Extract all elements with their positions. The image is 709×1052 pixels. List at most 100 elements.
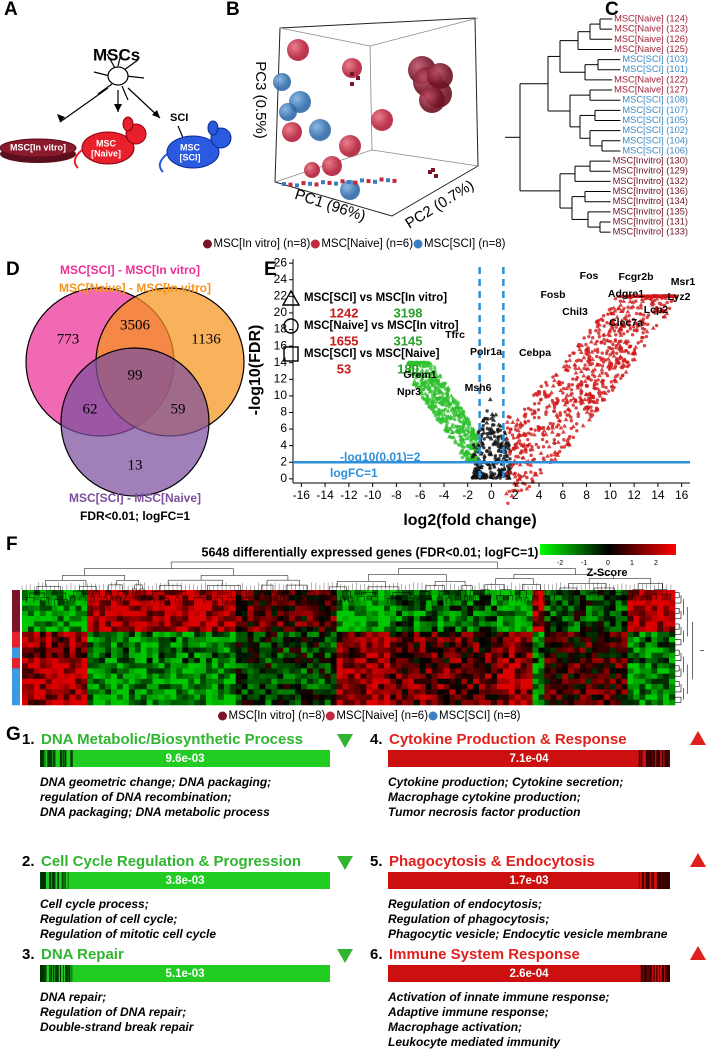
heatmap-cell	[253, 621, 260, 627]
heatmap-cell	[443, 678, 450, 685]
volcano-point	[461, 421, 466, 426]
heatmap-cell	[22, 600, 29, 606]
heatmap-cell	[342, 595, 349, 601]
heatmap-cell	[22, 663, 29, 669]
heatmap-cell	[253, 626, 260, 633]
heatmap-cell	[152, 694, 159, 701]
heatmap-cell	[443, 616, 450, 622]
heatmap-cell	[140, 652, 147, 659]
volcano-point	[599, 341, 603, 345]
heatmap-cell	[574, 673, 581, 680]
heatmap-cell	[87, 642, 94, 648]
heatmap-cell	[443, 673, 450, 680]
heatmap-cell	[182, 673, 189, 680]
volcano-point	[419, 367, 425, 372]
heatmap-cell	[146, 678, 153, 685]
heatmap-cell	[301, 668, 308, 674]
pca-square	[350, 72, 354, 76]
heatmap-cell	[597, 699, 605, 706]
heatmap-cell	[140, 616, 147, 622]
heatmap-cell	[425, 616, 432, 622]
heatmap-cell	[663, 595, 670, 601]
heatmap-cell	[390, 678, 397, 685]
heatmap-cell	[609, 621, 616, 627]
volcano-point	[475, 442, 481, 447]
volcano-point	[544, 412, 548, 416]
heatmap-cell	[318, 673, 326, 680]
heatmap-cell	[223, 595, 231, 601]
volcano-point	[497, 456, 501, 461]
heatmap-cell	[378, 657, 385, 664]
heatmap-cell	[378, 699, 385, 706]
heatmap-cell	[194, 621, 201, 627]
heatmap-cell	[544, 678, 551, 685]
heatmap-cell	[603, 694, 610, 701]
heatmap-cell	[277, 694, 284, 701]
heatmap-cell	[301, 600, 308, 606]
heatmap-cell	[645, 605, 652, 612]
leaf-label: MSC[Invitro] (133)	[613, 227, 688, 237]
volcano-point	[561, 429, 566, 434]
volcano-point	[595, 354, 599, 359]
heatmap-cell	[241, 637, 248, 643]
volcano-point	[642, 321, 648, 326]
volcano-point	[613, 373, 618, 379]
volcano-point	[460, 448, 465, 452]
volcano-point	[434, 397, 438, 401]
heatmap-cell	[384, 689, 391, 695]
heatmap-cell	[283, 605, 290, 612]
y-tick-label: 4	[280, 438, 287, 452]
heatmap-cell	[27, 600, 35, 606]
heatmap-cell	[645, 637, 652, 643]
volcano-point	[451, 435, 456, 440]
heatmap-cell	[146, 652, 153, 659]
heatmap-cell	[45, 668, 52, 674]
volcano-point	[564, 359, 568, 364]
volcano-point	[421, 380, 426, 385]
heatmap-cell	[490, 678, 498, 685]
heatmap-cell	[45, 663, 52, 669]
heatmap-cell	[591, 631, 599, 638]
heatmap-cell	[324, 689, 331, 695]
heatmap-cell	[431, 600, 438, 606]
volcano-point	[564, 392, 570, 397]
heatmap-cell	[431, 626, 438, 633]
heatmap-cell	[69, 699, 76, 706]
heatmap-cell	[57, 668, 64, 674]
heatmap-cell	[271, 621, 278, 627]
heatmap-cell	[401, 590, 409, 596]
heatmap-cell	[556, 616, 563, 622]
volcano-point	[444, 403, 449, 408]
volcano-point	[440, 402, 446, 407]
heatmap-cell	[621, 590, 628, 596]
heatmap-cell	[140, 621, 147, 627]
heatmap-cell	[639, 610, 646, 617]
volcano-point	[485, 409, 489, 413]
heatmap-cell	[253, 647, 260, 654]
heatmap-cell	[615, 668, 622, 674]
heatmap-cell	[306, 616, 314, 622]
volcano-point	[619, 317, 625, 323]
volcano-point	[474, 469, 479, 473]
volcano-point	[429, 396, 435, 401]
heatmap-cell	[324, 652, 331, 659]
heatmap-cell	[283, 637, 290, 643]
heatmap-cell	[176, 626, 183, 633]
heatmap-cell	[455, 673, 462, 680]
heatmap-cell	[206, 652, 213, 659]
volcano-point	[412, 382, 417, 386]
volcano-point	[603, 390, 609, 395]
heatmap-cell	[348, 668, 355, 674]
heatmap-cell	[27, 673, 35, 680]
heatmap-cell	[223, 663, 231, 669]
heatmap-cell	[651, 684, 658, 690]
heatmap-cell	[574, 694, 581, 701]
heatmap-cell	[295, 663, 302, 669]
heatmap-cell	[591, 699, 599, 706]
heatmap-cell	[407, 657, 415, 664]
heatmap-cell	[134, 637, 142, 643]
heatmap-cell	[550, 626, 557, 633]
heatmap-cell	[479, 631, 486, 638]
volcano-point	[599, 378, 605, 383]
volcano-point	[526, 419, 531, 423]
